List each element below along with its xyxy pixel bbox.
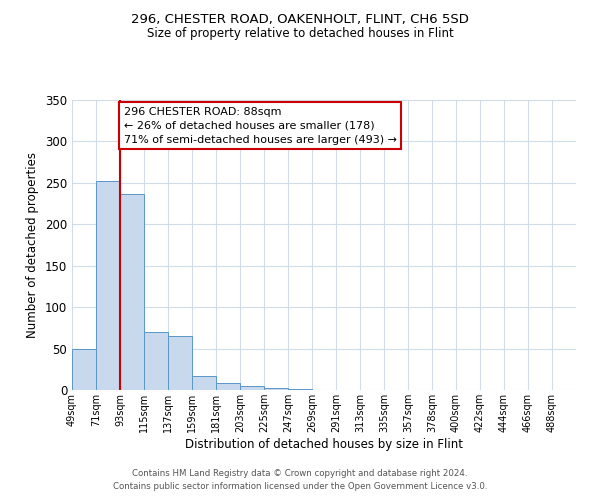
Bar	[72, 348, 96, 390]
Text: Size of property relative to detached houses in Flint: Size of property relative to detached ho…	[146, 28, 454, 40]
Bar	[120, 194, 144, 390]
Bar	[144, 332, 168, 390]
Text: 296, CHESTER ROAD, OAKENHOLT, FLINT, CH6 5SD: 296, CHESTER ROAD, OAKENHOLT, FLINT, CH6…	[131, 12, 469, 26]
Bar	[240, 386, 264, 390]
Bar	[168, 336, 192, 390]
Text: 296 CHESTER ROAD: 88sqm
← 26% of detached houses are smaller (178)
71% of semi-d: 296 CHESTER ROAD: 88sqm ← 26% of detache…	[124, 106, 397, 144]
Bar	[216, 382, 240, 390]
Bar	[96, 181, 120, 390]
Bar	[288, 389, 312, 390]
Bar	[192, 376, 216, 390]
Y-axis label: Number of detached properties: Number of detached properties	[26, 152, 40, 338]
X-axis label: Distribution of detached houses by size in Flint: Distribution of detached houses by size …	[185, 438, 463, 451]
Text: Contains HM Land Registry data © Crown copyright and database right 2024.: Contains HM Land Registry data © Crown c…	[132, 468, 468, 477]
Bar	[264, 388, 288, 390]
Text: Contains public sector information licensed under the Open Government Licence v3: Contains public sector information licen…	[113, 482, 487, 491]
